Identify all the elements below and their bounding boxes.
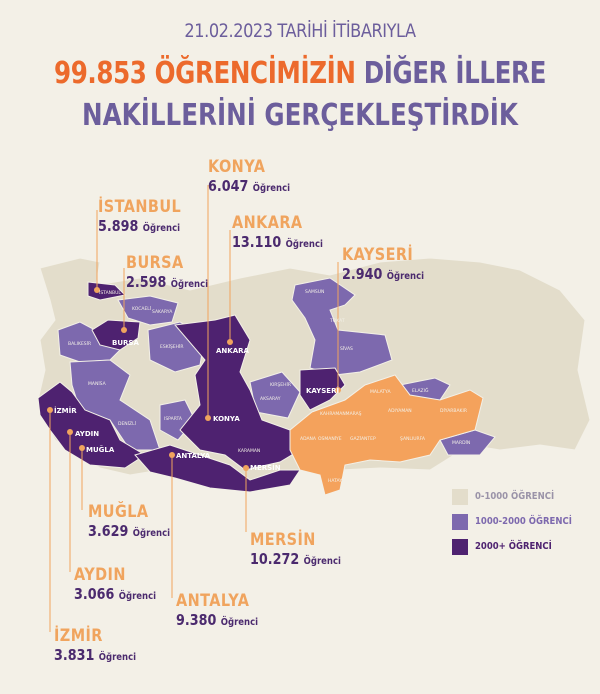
callout-bursa: BURSA 2.598 Öğrenci <box>126 253 209 291</box>
headline-line2: NAKİLLERİNİ GERÇEKLEŞTİRDİK <box>82 98 518 133</box>
headline-purple: DİĞER İLLERE <box>363 56 547 91</box>
legend-item-high: 2000+ ÖĞRENCİ <box>452 534 589 559</box>
legend-swatch <box>452 488 468 505</box>
legend-item-mid: 1000-2000 ÖĞRENCİ <box>452 509 589 534</box>
region-earthquake-provinces <box>289 374 484 496</box>
pin-icon <box>205 415 211 421</box>
date-line: 21.02.2023 TARİHİ İTİBARIYLA <box>184 20 416 42</box>
pin-icon <box>243 465 249 471</box>
map-label: KARAMAN <box>238 448 260 454</box>
map-label: DİYARBAKIR <box>440 407 467 414</box>
map-label-izmir: İZMİR <box>54 406 77 415</box>
region-kayseri <box>299 367 346 411</box>
map-label: İSTANBUL <box>99 289 121 296</box>
map-label: GAZİANTEP <box>350 435 376 442</box>
map-label: MARDİN <box>452 439 470 446</box>
region-samson-tokat-sivas <box>291 277 393 376</box>
map-label-ankara: ANKARA <box>216 347 250 355</box>
map-label: KOCAELİ <box>132 305 151 312</box>
map-label: BALIKESİR <box>68 340 91 347</box>
region-kocaeli-sakarya <box>117 295 179 326</box>
legend: 0-1000 ÖĞRENCİ 1000-2000 ÖĞRENCİ 2000+ Ö… <box>452 484 589 559</box>
map-label: OSMANİYE <box>318 435 342 442</box>
pin-icon <box>79 445 85 451</box>
region-bursa <box>91 319 141 351</box>
map-label: ADANA <box>300 436 317 442</box>
pin-icon <box>67 429 73 435</box>
pin-icon <box>227 339 233 345</box>
map-label: ADIYAMAN <box>388 408 412 414</box>
map-label-aydin: AYDIN <box>75 430 99 438</box>
map-label-kayseri: KAYSERİ <box>306 386 339 395</box>
map-label-bursa: BURSA <box>112 339 139 347</box>
headline: 99.853 ÖĞRENCİMİZİN DİĞER İLLERE <box>54 56 546 91</box>
map-label: MALATYA <box>370 389 391 395</box>
map-label: ELAZIĞ <box>412 387 429 394</box>
map-label: SAKARYA <box>152 309 173 315</box>
map-label-mersin: MERSİN <box>250 463 281 472</box>
pin-icon <box>94 287 100 293</box>
legend-item-low: 0-1000 ÖĞRENCİ <box>452 484 589 509</box>
pin-icon <box>169 452 175 458</box>
map-label: HATAY <box>328 478 342 484</box>
pin-icon <box>335 387 341 393</box>
headline-count: 99.853 <box>54 56 147 91</box>
callout-istanbul: İSTANBUL 5.898 Öğrenci <box>98 197 182 235</box>
map-label: KAHRAMANMARAŞ <box>320 411 362 417</box>
map-label: TOKAT <box>329 318 345 324</box>
map-label: KIRŞEHİR <box>270 381 291 388</box>
region-balikesir <box>57 321 126 363</box>
map-label: ESKİŞEHİR <box>160 343 184 350</box>
map-label-mugla: MUĞLA <box>86 445 115 454</box>
legend-swatch <box>452 538 468 555</box>
callout-kayseri: KAYSERİ 2.940 Öğrenci <box>342 245 425 283</box>
callout-antalya: ANTALYA 9.380 Öğrenci <box>176 591 259 629</box>
map-label: ŞANLIURFA <box>400 436 426 442</box>
map-label: MANİSA <box>88 380 107 387</box>
map-label-konya: KONYA <box>213 415 240 423</box>
map-label: SİVAS <box>340 345 353 352</box>
callout-konya: KONYA 6.047 Öğrenci <box>208 157 291 195</box>
callout-ankara: ANKARA 13.110 Öğrenci <box>232 213 323 251</box>
map-label: ISPARTA <box>164 416 183 422</box>
map-label-antalya: ANTALYA <box>176 452 211 460</box>
pin-icon <box>47 407 53 413</box>
map-label: AKSARAY <box>260 396 281 402</box>
map-label: SAMSUN <box>305 289 324 295</box>
callout-izmir: İZMİR 3.831 Öğrenci <box>54 626 137 664</box>
callout-aydin: AYDIN 3.066 Öğrenci <box>74 565 157 603</box>
map-label: DENİZLİ <box>118 420 136 427</box>
region-ankara-konya <box>174 314 301 471</box>
pin-icon <box>121 327 127 333</box>
callout-mersin: MERSİN 10.272 Öğrenci <box>250 530 341 568</box>
headline-orange: ÖĞRENCİMİZİN <box>154 56 356 91</box>
legend-swatch <box>452 513 468 530</box>
callout-mugla: MUĞLA 3.629 Öğrenci <box>88 502 171 540</box>
